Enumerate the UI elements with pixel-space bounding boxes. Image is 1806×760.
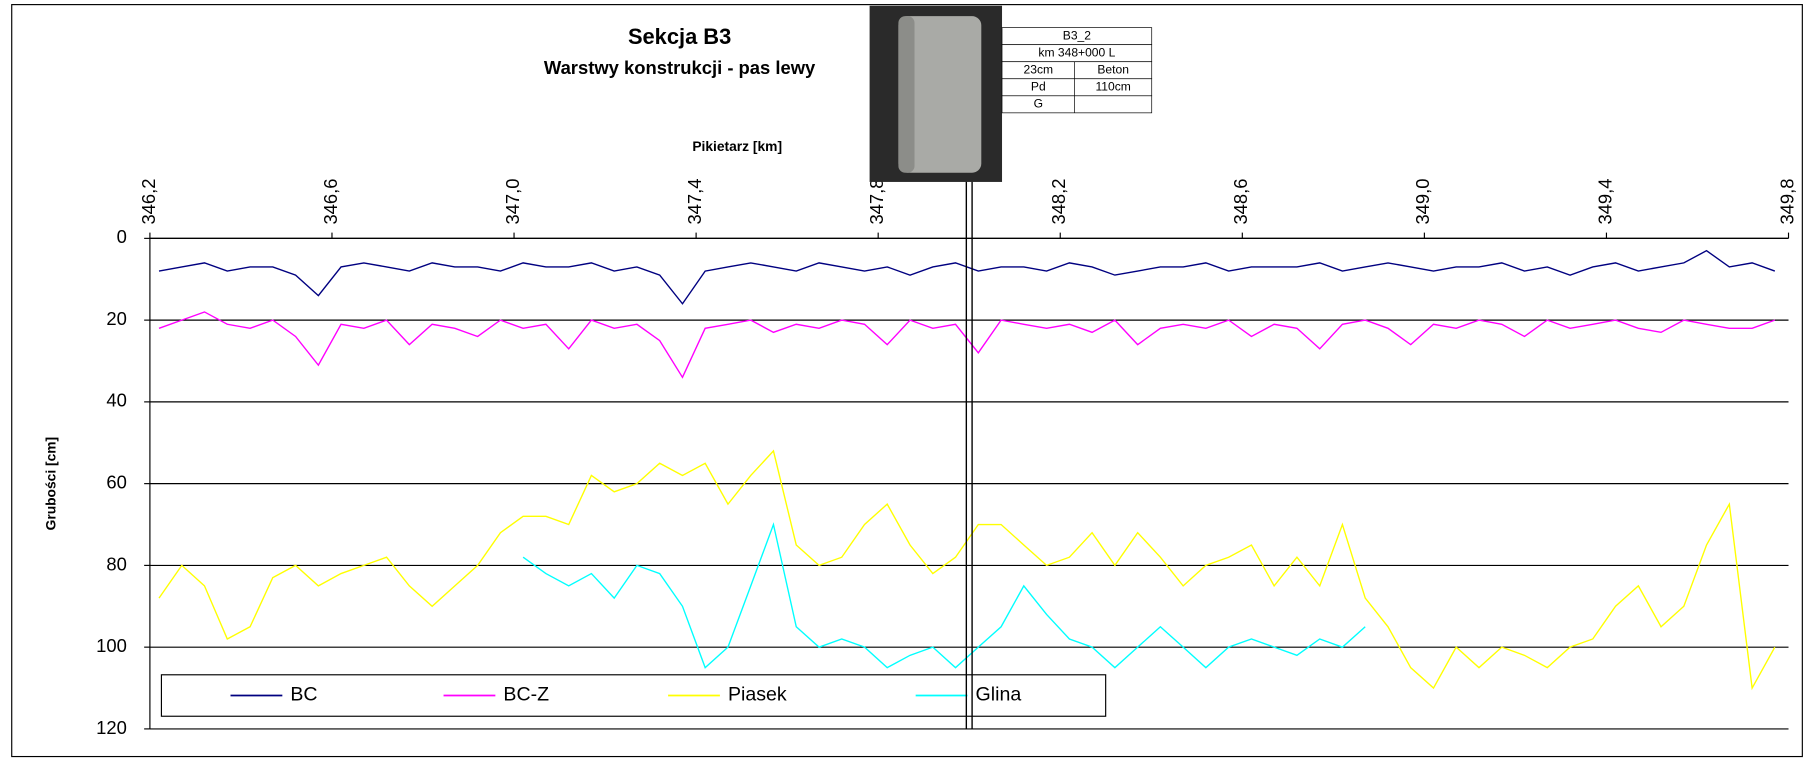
y-tick-label: 20 [106,308,126,329]
x-tick-label: 349,0 [1412,178,1433,224]
table-text: G [1034,97,1043,111]
x-tick-label: 348,6 [1230,178,1251,224]
legend-label: BC [290,684,317,706]
chart-title: Sekcja B3 [628,24,731,49]
y-tick-label: 120 [96,717,127,738]
chart-subtitle: Warstwy konstrukcji - pas lewy [544,57,816,78]
x-axis-label: Pikietarz [km] [692,138,782,154]
y-tick-label: 80 [106,553,126,574]
y-tick-label: 100 [96,635,127,656]
table-text: Beton [1097,62,1129,76]
x-tick-label: 349,4 [1594,178,1615,224]
y-axis-label: Grubości [cm] [43,437,59,531]
series-line [522,522,1366,669]
table-text: B3_2 [1063,28,1091,42]
table-cell [1001,95,1153,114]
x-tick-label: 348,2 [1048,178,1069,224]
table-text: Pd [1031,79,1046,93]
x-tick-label: 347,8 [866,178,887,224]
y-tick-label: 60 [106,471,126,492]
x-tick-label: 349,8 [1776,178,1797,224]
table-text: km 348+000 L [1038,45,1115,59]
y-tick-label: 40 [106,390,126,411]
y-tick-label: 0 [117,226,127,247]
x-tick-label: 346,6 [320,178,341,224]
table-text: 110cm [1095,79,1130,93]
core-sample-shade [898,16,915,173]
core-sample [898,16,982,173]
x-tick-label: 347,4 [684,178,705,224]
legend-label: BC-Z [503,684,549,706]
x-tick-label: 347,0 [502,178,523,224]
legend-label: Glina [976,684,1022,706]
legend-label: Piasek [728,684,787,706]
table-text: 23cm [1024,62,1054,76]
x-tick-label: 346,2 [138,178,159,224]
